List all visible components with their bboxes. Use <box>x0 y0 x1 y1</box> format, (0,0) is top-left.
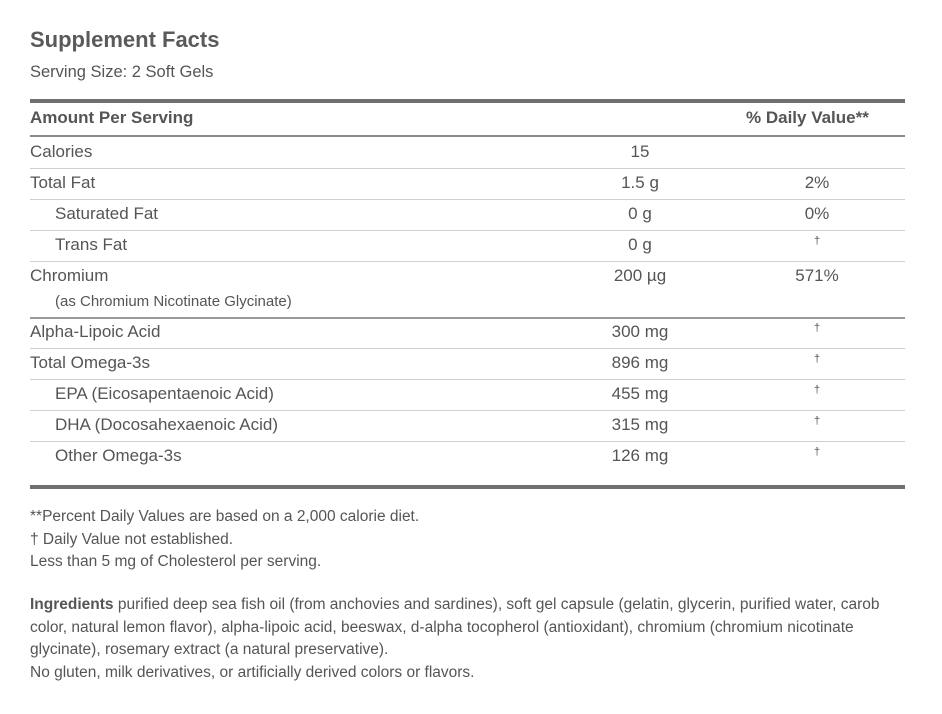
row-amount: 455 mg <box>611 384 669 403</box>
footnote: Less than 5 mg of Cholesterol per servin… <box>30 553 322 570</box>
row-name: Other Omega-3s <box>55 446 182 465</box>
row-sub: (as Chromium Nicotinate Glycinate) <box>55 293 292 310</box>
footnote: † Daily Value not established. <box>30 530 234 548</box>
row-dv: † <box>813 415 821 427</box>
table-row: Chromium (as Chromium Nicotinate Glycinat… <box>30 261 905 317</box>
title: Supplement Facts <box>30 27 220 52</box>
row-amount: 896 mg <box>611 353 669 372</box>
row-amount: 200 µg <box>613 266 667 285</box>
row-amount: 126 mg <box>611 446 669 465</box>
table-row: Other Omega-3s 126 mg † <box>30 441 905 472</box>
table-row: Calories 15 <box>30 137 905 168</box>
ingredients-label: Ingredients <box>30 596 114 613</box>
row-rule <box>30 317 905 319</box>
row-dv: 0% <box>804 204 830 223</box>
row-dv: † <box>813 235 821 247</box>
row-name: Trans Fat <box>55 235 128 254</box>
row-rule <box>30 230 905 231</box>
row-rule <box>30 410 905 411</box>
row-name: DHA (Docosahexaenoic Acid) <box>55 415 279 434</box>
header-dv: % Daily Value** <box>746 108 869 127</box>
table-row: Total Fat 1.5 g 2% <box>30 168 905 199</box>
row-name: Saturated Fat <box>55 204 159 223</box>
row-rule <box>30 348 905 349</box>
row-rule <box>30 379 905 380</box>
ingredients-text: purified deep sea fish oil (from anchovi… <box>30 596 880 658</box>
row-rule <box>30 168 905 169</box>
bottom-rule <box>30 485 905 489</box>
row-dv: † <box>813 446 821 458</box>
row-amount: 0 g <box>628 235 652 254</box>
header-amount: Amount Per Serving <box>30 108 194 127</box>
row-amount: 315 mg <box>611 415 669 434</box>
header-rule <box>30 135 905 137</box>
row-rule <box>30 441 905 442</box>
table-row: Saturated Fat 0 g 0% <box>30 199 905 230</box>
table-row: DHA (Docosahexaenoic Acid) 315 mg † <box>30 410 905 441</box>
row-dv: 2% <box>804 173 830 192</box>
row-amount: 15 <box>630 142 650 161</box>
row-name: EPA (Eicosapentaenoic Acid) <box>55 384 274 403</box>
row-rule <box>30 261 905 262</box>
row-name: Calories <box>30 142 93 161</box>
serving-size: Serving Size: 2 Soft Gels <box>30 63 214 81</box>
table-row: Total Omega-3s 896 mg † <box>30 348 905 379</box>
footnote: **Percent Daily Values are based on a 2,… <box>30 508 420 525</box>
row-name: Alpha-Lipoic Acid <box>30 322 161 341</box>
row-rule <box>30 199 905 200</box>
row-name: Total Fat <box>30 173 96 192</box>
row-dv: † <box>813 384 821 396</box>
ingredients: Ingredients purified deep sea fish oil (… <box>30 594 900 684</box>
row-dv: † <box>813 322 821 334</box>
row-dv: † <box>813 353 821 365</box>
row-name: Total Omega-3s <box>30 353 150 372</box>
row-name: Chromium <box>30 266 109 285</box>
row-amount: 0 g <box>628 204 652 223</box>
table-row: Trans Fat 0 g † <box>30 230 905 261</box>
table-row: Alpha-Lipoic Acid 300 mg † <box>30 317 905 348</box>
row-amount: 1.5 g <box>621 173 659 192</box>
table-row: EPA (Eicosapentaenoic Acid) 455 mg † <box>30 379 905 410</box>
top-rule <box>30 99 905 103</box>
row-dv: 571% <box>795 266 839 285</box>
row-amount: 300 mg <box>611 322 669 341</box>
ingredients-note: No gluten, milk derivatives, or artifici… <box>30 663 475 681</box>
